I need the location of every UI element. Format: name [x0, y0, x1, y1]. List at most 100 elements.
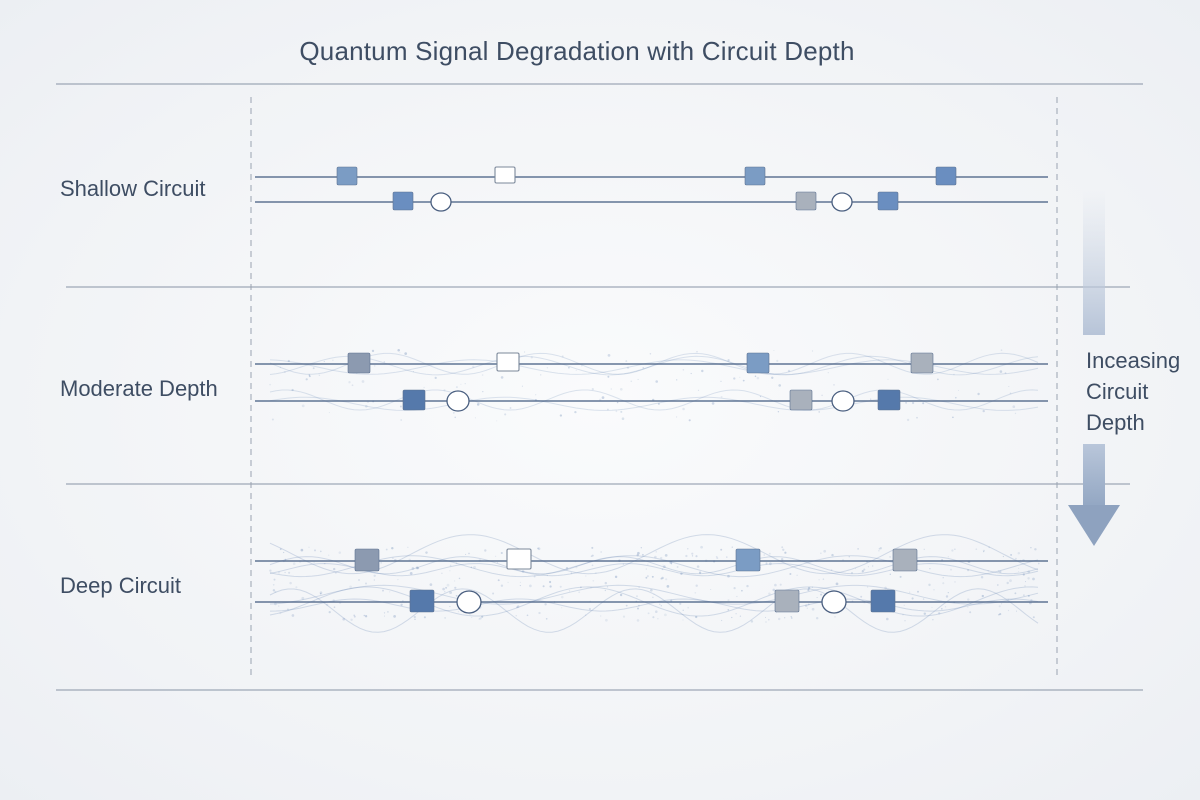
noise-speck [478, 618, 481, 620]
noise-speck [481, 374, 484, 376]
noise-speck [449, 591, 452, 594]
noise-speck [328, 610, 331, 614]
quantum-gate-square [877, 191, 899, 211]
noise-speck [335, 572, 337, 574]
noise-speck [497, 579, 500, 582]
quantum-gate-square [746, 352, 770, 374]
noise-speck [905, 401, 908, 404]
noise-speck [980, 576, 984, 579]
noise-speck [679, 602, 682, 605]
noise-speck [606, 586, 609, 588]
quantum-gate-square [789, 389, 813, 411]
noise-speck [942, 582, 945, 585]
noise-speck [364, 404, 368, 408]
noise-speck [383, 361, 386, 363]
depth-arrow-label: Inceasing Circuit Depth [1086, 345, 1196, 438]
noise-speck [807, 589, 810, 592]
noise-speck [733, 586, 736, 590]
noise-speck [1027, 577, 1030, 580]
noise-speck [545, 617, 548, 620]
noise-speck [670, 599, 673, 602]
noise-speck [1022, 594, 1025, 597]
noise-speck [319, 550, 322, 553]
noise-speck [860, 595, 863, 598]
noise-speck [647, 563, 649, 565]
noise-speck [625, 604, 628, 607]
noise-speck [407, 546, 409, 548]
noise-speck [649, 588, 653, 592]
noise-speck [565, 567, 569, 570]
noise-speck [350, 618, 353, 621]
noise-speck [1030, 546, 1032, 549]
noise-speck [292, 562, 296, 566]
noise-speck [998, 605, 1001, 608]
noise-speck [765, 621, 767, 623]
noise-speck [638, 604, 640, 607]
noise-speck [676, 416, 678, 418]
noise-speck [727, 599, 730, 602]
noise-speck [269, 383, 272, 386]
noise-speck [727, 608, 730, 611]
noise-speck [460, 383, 462, 385]
noise-speck [1009, 392, 1012, 395]
depth-arrow-head [1068, 505, 1120, 546]
noise-speck [911, 401, 915, 405]
noise-speck [922, 598, 925, 600]
noise-speck [735, 613, 737, 615]
noise-speck [651, 575, 654, 578]
row-label-deep: Deep Circuit [60, 573, 182, 598]
noise-speck [754, 375, 757, 378]
noise-speck [781, 546, 784, 549]
noise-speck [823, 549, 827, 553]
noise-speck [308, 374, 311, 376]
noise-speck [601, 396, 605, 399]
noise-speck [720, 548, 723, 551]
noise-speck [731, 546, 733, 548]
noise-speck [879, 547, 882, 550]
noise-speck [816, 596, 818, 599]
measurement-gate-circle [446, 390, 470, 412]
noise-speck [645, 568, 647, 570]
noise-speck [568, 366, 570, 369]
noise-speck [570, 572, 573, 574]
noise-speck [549, 585, 552, 588]
noise-speck [1012, 405, 1016, 409]
noise-speck [445, 586, 448, 589]
noise-speck [526, 614, 529, 617]
noise-speck [953, 373, 955, 376]
noise-speck [417, 567, 420, 570]
noise-speck [1016, 610, 1017, 612]
quantum-gate-square [774, 589, 800, 613]
noise-speck [319, 591, 323, 594]
noise-speck [928, 583, 931, 587]
noise-speck [772, 588, 776, 592]
noise-speck [507, 581, 509, 584]
noise-speck [622, 615, 626, 618]
noise-speck [364, 615, 368, 618]
noise-speck [380, 561, 383, 564]
noise-wave [269, 598, 1039, 612]
noise-speck [969, 611, 972, 614]
noise-speck [397, 578, 399, 581]
noise-speck [301, 404, 305, 408]
noise-speck [850, 571, 854, 574]
noise-speck [561, 607, 563, 609]
noise-speck [578, 591, 581, 594]
noise-speck [784, 551, 787, 554]
noise-speck [441, 572, 443, 574]
noise-speck [1004, 372, 1007, 374]
noise-speck [279, 612, 282, 615]
noise-speck [715, 555, 718, 558]
noise-speck [769, 562, 772, 566]
noise-speck [720, 395, 723, 398]
noise-speck [454, 586, 457, 589]
noise-speck [981, 594, 984, 598]
noise-speck [768, 552, 771, 555]
noise-speck [332, 567, 336, 571]
noise-speck [284, 571, 286, 574]
row-label-moderate: Moderate Depth [60, 376, 218, 401]
noise-speck [1018, 567, 1020, 570]
noise-speck [434, 376, 437, 380]
noise-speck [944, 606, 947, 608]
noise-speck [351, 384, 354, 387]
